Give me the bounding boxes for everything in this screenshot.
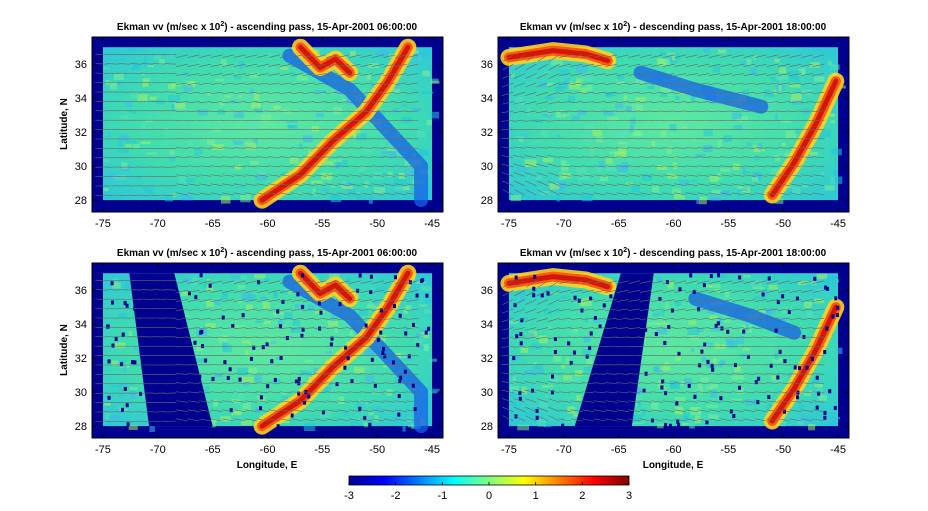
warm-band-core	[769, 78, 839, 198]
panel-bottom-left: Ekman vv (m/sec x 102) - ascending pass,…	[59, 247, 444, 471]
x-tick-label: -55	[314, 444, 330, 456]
x-tick-label: -55	[314, 218, 330, 230]
x-tick-label: -65	[611, 444, 627, 456]
y-tick-label: 34	[481, 319, 493, 331]
y-tick-label: 28	[481, 421, 493, 433]
x-tick-label: -60	[260, 444, 276, 456]
x-tick-label: -75	[95, 444, 111, 456]
y-tick-label: 32	[75, 127, 87, 139]
x-tick-label: -45	[830, 218, 846, 230]
x-tick-label: -45	[424, 444, 440, 456]
y-tick-label: 36	[75, 59, 87, 71]
panel-title: Ekman vv (m/sec x 102) - descending pass…	[520, 21, 827, 33]
x-tick-label: -70	[150, 444, 166, 456]
swath-gap	[129, 273, 213, 427]
colorbar: -3 -2 -1 0 1 2 3	[344, 475, 632, 502]
colorbar-tick-label: -1	[437, 490, 447, 502]
cold-anomaly	[688, 291, 802, 340]
wind-vectors	[95, 279, 419, 422]
y-tick-label: 30	[481, 161, 493, 173]
x-axis-label: Longitude, E	[237, 460, 298, 471]
wind-vectors	[501, 280, 825, 422]
x-tick-label: -60	[260, 218, 276, 230]
colorbar-tick-label: 1	[533, 490, 539, 502]
colorbar-tick-label: 2	[579, 490, 585, 502]
panel-title: Ekman vv (m/sec x 102) - ascending pass,…	[117, 247, 418, 259]
wind-vectors	[95, 53, 419, 196]
x-tick-label: -50	[775, 218, 791, 230]
y-tick-label: 36	[481, 59, 493, 71]
x-tick-label: -45	[830, 444, 846, 456]
x-axis-label: Longitude, E	[643, 460, 704, 471]
missing-data-pixels	[106, 273, 431, 430]
cold-anomaly	[633, 65, 769, 114]
y-tick-label: 36	[481, 285, 493, 297]
y-tick-label: 30	[75, 161, 87, 173]
x-tick-label: -75	[501, 444, 517, 456]
warm-band-core	[506, 48, 611, 64]
colorbar-tick-label: 3	[626, 490, 632, 502]
x-tick-label: -50	[775, 444, 791, 456]
x-tick-label: -45	[424, 218, 440, 230]
plot-area	[498, 263, 849, 438]
y-tick-label: 30	[481, 387, 493, 399]
x-tick-label: -60	[666, 444, 682, 456]
y-tick-label: 28	[75, 421, 87, 433]
y-axis-label: Latitude, N	[59, 324, 70, 376]
x-tick-label: -70	[556, 218, 572, 230]
y-tick-label: 34	[481, 93, 493, 105]
colorbar-tick-label: -2	[391, 490, 401, 502]
warm-band-core	[259, 270, 411, 429]
x-tick-label: -70	[150, 218, 166, 230]
plot-area	[92, 37, 443, 212]
y-axis-label: Latitude, N	[59, 98, 70, 150]
panel-top-right: Ekman vv (m/sec x 102) - descending pass…	[481, 21, 850, 230]
wind-vectors	[501, 54, 825, 196]
x-tick-label: -75	[95, 218, 111, 230]
y-tick-label: 32	[481, 127, 493, 139]
panel-bottom-right: Ekman vv (m/sec x 102) - descending pass…	[481, 247, 850, 471]
x-tick-label: -50	[369, 218, 385, 230]
panel-top-left: Ekman vv (m/sec x 102) - ascending pass,…	[59, 21, 444, 230]
y-tick-label: 32	[75, 353, 87, 365]
warm-band-core	[297, 44, 353, 76]
x-tick-label: -60	[666, 218, 682, 230]
y-tick-label: 32	[481, 353, 493, 365]
x-tick-label: -65	[205, 218, 221, 230]
warm-band-core	[259, 44, 411, 203]
plot-area	[498, 37, 849, 212]
y-tick-label: 36	[75, 285, 87, 297]
x-tick-label: -65	[205, 444, 221, 456]
panel-title: Ekman vv (m/sec x 102) - descending pass…	[520, 247, 827, 259]
y-tick-label: 30	[75, 387, 87, 399]
y-tick-label: 28	[481, 195, 493, 207]
x-tick-label: -55	[720, 444, 736, 456]
x-tick-label: -65	[611, 218, 627, 230]
y-tick-label: 34	[75, 93, 87, 105]
warm-band-core	[506, 274, 611, 290]
warm-band-core	[297, 270, 353, 302]
colorbar-tick-label: -3	[344, 490, 354, 502]
y-tick-label: 28	[75, 195, 87, 207]
x-tick-label: -50	[369, 444, 385, 456]
panel-title: Ekman vv (m/sec x 102) - ascending pass,…	[117, 21, 418, 33]
x-tick-label: -55	[720, 218, 736, 230]
x-tick-label: -75	[501, 218, 517, 230]
y-tick-label: 34	[75, 319, 87, 331]
plot-area	[92, 263, 443, 438]
x-tick-label: -70	[556, 444, 572, 456]
colorbar-tick-label: 0	[486, 490, 492, 502]
